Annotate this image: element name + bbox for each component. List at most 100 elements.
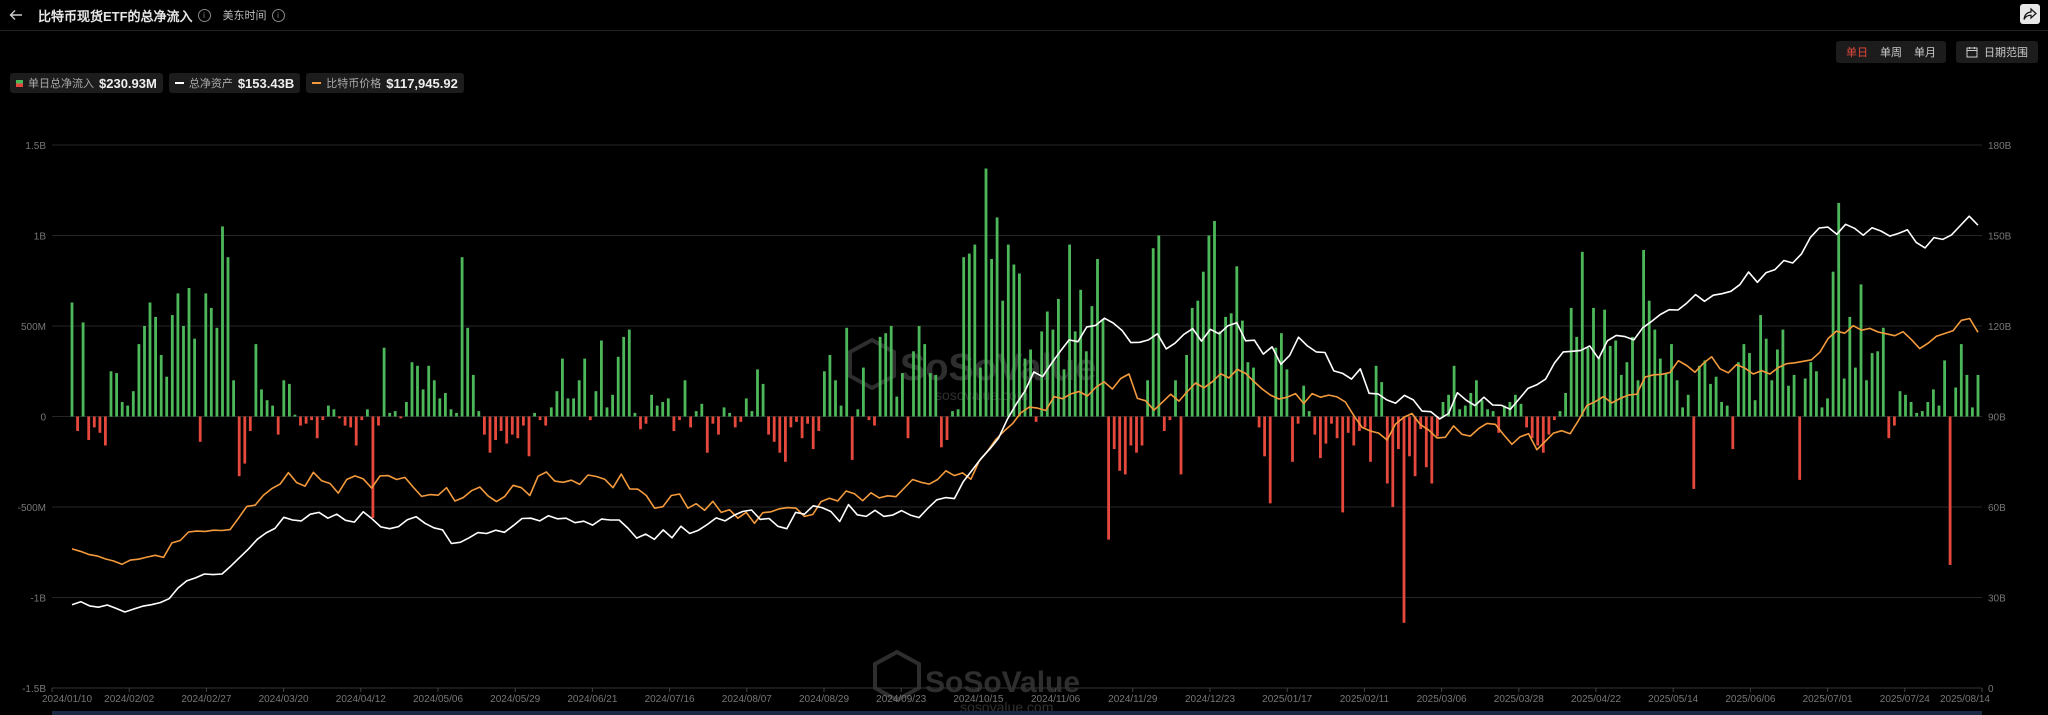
legend-label: 总净资产	[188, 78, 233, 90]
calendar-icon	[1966, 47, 1978, 58]
inflow-bar	[1023, 358, 1027, 417]
inflow-bar	[1965, 374, 1969, 417]
inflow-bar	[1697, 365, 1701, 417]
inflow-bar	[1090, 306, 1094, 417]
legend-item-net-assets[interactable]: 总净资产 $153.43B	[168, 73, 301, 93]
inflow-bar	[115, 373, 118, 417]
inflow-bar	[1692, 416, 1696, 489]
inflow-bar	[761, 383, 765, 417]
y-axis-right: 180B 150B 120B 90B 60B 30B 0	[1988, 141, 2012, 695]
btc-price-line	[71, 317, 1979, 566]
inflow-bar	[438, 398, 442, 417]
inflow-bar	[1553, 416, 1556, 421]
inflow-bar	[315, 416, 319, 439]
inflow-bar	[1274, 347, 1278, 417]
date-range-button[interactable]: 日期范围	[1956, 41, 2038, 63]
inflow-bar	[772, 416, 776, 442]
inflow-bar	[1324, 416, 1328, 444]
info-icon[interactable]: i	[197, 8, 211, 22]
inflow-bar	[1876, 351, 1880, 417]
inflow-bar	[1731, 416, 1735, 450]
inflow-bar	[1101, 318, 1105, 417]
inflow-bar	[483, 416, 486, 435]
timezone-info-icon[interactable]: i	[271, 8, 285, 22]
inflow-bar	[1575, 336, 1579, 417]
inflow-bar	[349, 416, 353, 428]
inflow-bar	[722, 407, 726, 417]
inflow-bar	[533, 412, 536, 417]
inflow-bar	[1385, 416, 1389, 484]
share-button[interactable]	[2020, 4, 2040, 24]
inflow-bar	[906, 416, 910, 439]
inflow-bar	[494, 416, 497, 440]
inflow-bar	[1213, 221, 1216, 417]
period-monthly[interactable]: 单月	[1914, 47, 1936, 59]
inflow-bar	[1313, 416, 1317, 435]
inflow-bar	[627, 329, 631, 417]
x-tick-label: 2024/08/07	[722, 694, 772, 705]
inflow-bar	[1631, 336, 1634, 417]
inflow-bar	[1190, 307, 1194, 417]
inflow-bar	[1976, 374, 1980, 417]
x-tick-label: 2025/04/22	[1571, 694, 1621, 705]
inflow-bar	[1363, 416, 1367, 428]
inflow-bar	[945, 416, 949, 440]
inflow-bar	[1547, 416, 1551, 435]
inflow-bar	[644, 416, 648, 424]
inflow-bar	[471, 374, 475, 417]
inflow-bar	[165, 376, 169, 417]
inflow-bar	[254, 344, 258, 417]
inflow-bar	[694, 411, 698, 417]
legend-item-daily-inflow[interactable]: 单日总净流入 $230.93M	[10, 73, 163, 93]
inflow-bar	[611, 394, 614, 417]
legend-item-btc-price[interactable]: 比特币价格 $117,945.92	[306, 73, 464, 93]
y-left-tick-label: 500M	[21, 322, 46, 333]
inflow-bar	[940, 416, 943, 448]
inflow-bar	[1018, 273, 1021, 417]
range-scrollbar[interactable]	[52, 711, 1982, 715]
inflow-bar	[728, 412, 731, 417]
back-button[interactable]	[2, 1, 30, 29]
inflow-bar	[577, 380, 581, 417]
inflow-bar	[1608, 345, 1612, 417]
inflow-bar	[1335, 416, 1339, 439]
inflow-bar	[1185, 355, 1188, 417]
period-weekly[interactable]: 单周	[1880, 47, 1902, 59]
inflow-bar	[1079, 289, 1083, 417]
inflow-bar	[1536, 416, 1540, 446]
x-tick-label: 2024/10/15	[953, 694, 1003, 705]
inflow-bar	[1408, 416, 1411, 457]
inflow-bar	[176, 293, 180, 417]
inflow-bar	[1207, 235, 1211, 417]
period-daily[interactable]: 单日	[1846, 47, 1868, 59]
inflow-bar	[588, 416, 592, 421]
inflow-bar	[739, 416, 743, 422]
inflow-bar	[92, 416, 96, 428]
inflow-bar	[789, 416, 793, 428]
x-tick-label: 2025/05/14	[1648, 694, 1698, 705]
inflow-bar	[1140, 416, 1144, 446]
inflow-bar	[488, 416, 492, 453]
inflow-bar	[460, 257, 464, 417]
x-tick-label: 2025/03/06	[1417, 694, 1467, 705]
inflow-bar	[505, 416, 509, 444]
inflow-bar	[1257, 416, 1261, 428]
inflow-bar	[410, 362, 414, 417]
inflow-bar	[555, 391, 559, 417]
inflow-bar	[1541, 416, 1545, 453]
inflow-bar	[1084, 351, 1088, 417]
inflow-bar	[343, 416, 347, 426]
inflow-bar	[1776, 349, 1779, 417]
inflow-bar	[288, 383, 291, 417]
inflow-bar	[1346, 416, 1350, 433]
x-tick-label: 2025/02/11	[1340, 694, 1390, 705]
inflow-bar	[689, 416, 692, 428]
inflow-bar	[1252, 367, 1255, 417]
inflow-bar	[1525, 416, 1528, 428]
inflow-bar	[1441, 402, 1445, 417]
x-tick-label: 2025/03/28	[1494, 694, 1544, 705]
y-right-tick-label: 150B	[1988, 232, 2012, 243]
inflow-bar	[1720, 402, 1723, 417]
inflow-bar	[1954, 387, 1958, 417]
